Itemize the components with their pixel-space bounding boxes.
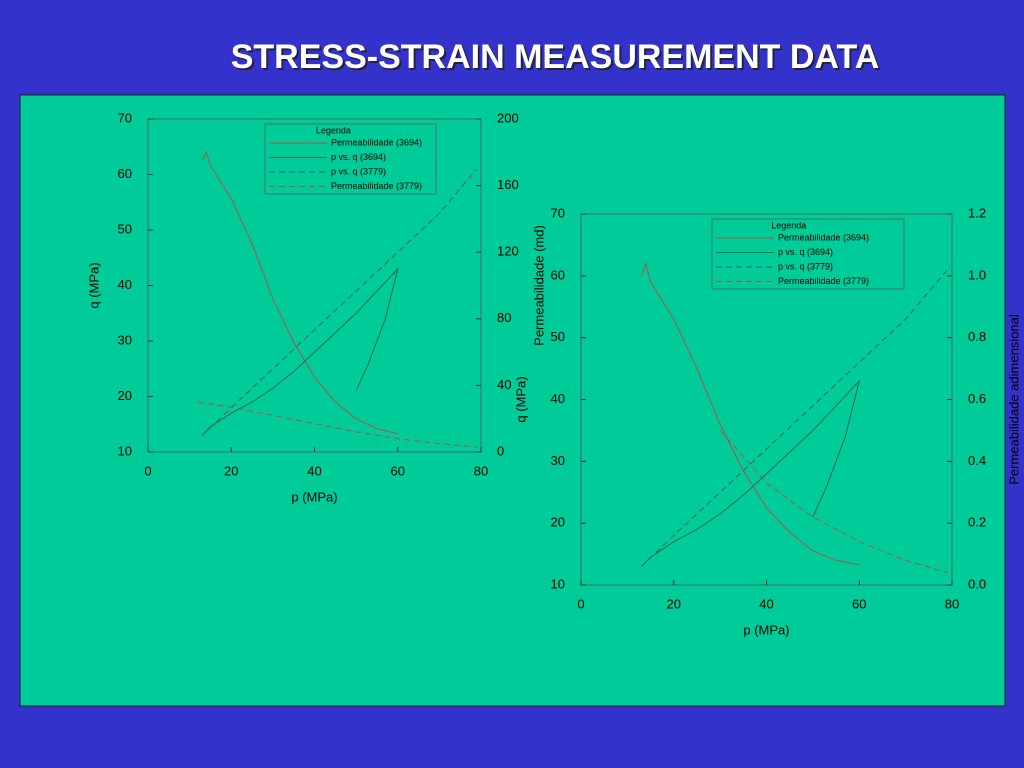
y2-tick-label: 0.4 (968, 453, 986, 468)
y-tick-label: 70 (551, 205, 565, 220)
x-axis-label: p (MPa) (743, 622, 789, 637)
legend-label: Permeabilidade (3694) (331, 137, 422, 147)
x-tick-label: 80 (945, 596, 959, 611)
series-line (719, 430, 948, 574)
legend-label: p vs. q (3694) (778, 247, 833, 257)
legend-title: Legenda (316, 125, 351, 135)
y-tick-label: 30 (551, 453, 565, 468)
series-line (197, 401, 477, 448)
y2-tick-label: 200 (497, 110, 519, 125)
slide-title: STRESS-STRAIN MEASUREMENT DATA (230, 38, 880, 76)
y-tick-label: 20 (551, 515, 565, 530)
series-line (201, 168, 478, 436)
y-tick-label: 10 (551, 576, 565, 591)
y2-tick-label: 1.0 (968, 267, 986, 282)
legend-label: Permeabilidade (3779) (778, 276, 869, 286)
y-tick-label: 40 (118, 277, 132, 292)
x-tick-label: 20 (667, 596, 681, 611)
x-tick-label: 80 (474, 463, 488, 478)
legend-label: p vs. q (3779) (778, 261, 833, 271)
y2-axis-label: Permeabilidade adimensional (1006, 314, 1021, 485)
y-axis-label: q (MPa) (513, 376, 528, 422)
series-line (640, 269, 948, 567)
y2-tick-label: 0.6 (968, 391, 986, 406)
y2-tick-label: 160 (497, 177, 519, 192)
y-tick-label: 10 (118, 443, 132, 458)
y-tick-label: 60 (551, 267, 565, 282)
y-tick-label: 50 (118, 221, 132, 236)
series-line (640, 261, 860, 566)
y2-tick-label: 0.8 (968, 329, 986, 344)
y-tick-label: 20 (118, 388, 132, 403)
x-tick-label: 0 (144, 463, 151, 478)
legend-label: Permeabilidade (3779) (331, 181, 422, 191)
legend-label: p vs. q (3694) (331, 152, 386, 162)
legend-label: Permeabilidade (3694) (778, 232, 869, 242)
y-tick-label: 50 (551, 329, 565, 344)
y-tick-label: 60 (118, 166, 132, 181)
y2-axis-label: Permeabilidade (md) (531, 225, 546, 346)
y-tick-label: 30 (118, 332, 132, 347)
x-tick-label: 60 (391, 463, 405, 478)
y2-tick-label: 120 (497, 244, 519, 259)
y-axis-label: q (MPa) (86, 262, 101, 308)
x-tick-label: 20 (224, 463, 238, 478)
x-tick-label: 0 (577, 596, 584, 611)
y2-tick-label: 1.2 (968, 205, 986, 220)
y2-tick-label: 0.2 (968, 515, 986, 530)
legend-box (264, 123, 437, 195)
y2-tick-label: 0 (497, 443, 504, 458)
x-tick-label: 40 (307, 463, 321, 478)
x-axis-label: p (MPa) (291, 489, 337, 504)
series-line (201, 150, 398, 435)
x-tick-label: 40 (759, 596, 773, 611)
x-tick-label: 60 (852, 596, 866, 611)
series-line (640, 379, 861, 567)
series-line (201, 267, 399, 436)
legend-title: Legenda (771, 220, 806, 230)
y2-tick-label: 0.0 (968, 576, 986, 591)
y-tick-label: 40 (551, 391, 565, 406)
y-tick-label: 70 (118, 110, 132, 125)
legend-label: p vs. q (3779) (331, 166, 386, 176)
y2-tick-label: 80 (497, 310, 511, 325)
y2-tick-label: 40 (497, 377, 511, 392)
legend-box (711, 218, 905, 290)
